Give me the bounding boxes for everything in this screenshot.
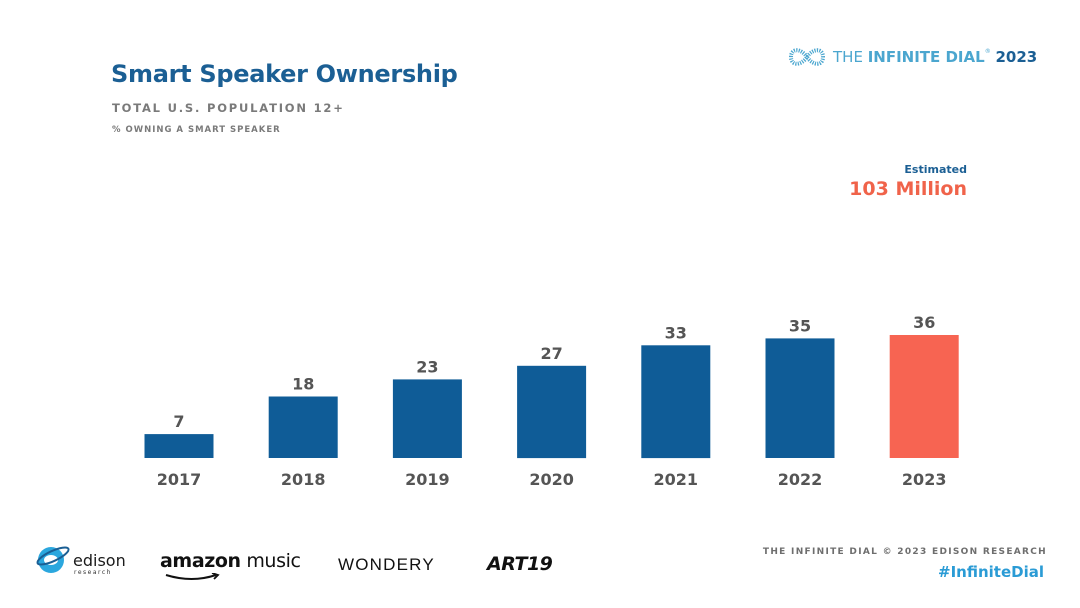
value-label-2023: 36 [913,313,935,332]
value-label-2022: 35 [789,316,811,335]
edison-research-logo: edison research [34,543,126,577]
x-tick-label-2022: 2022 [778,470,823,489]
art19-logo: ART19 [487,553,553,575]
edison-wordmark: edison [73,550,126,570]
bar-2019 [392,379,462,458]
footer-copyright: THE INFINITE DIAL © 2023 EDISON RESEARCH [762,547,1047,557]
estimate-value: 103 Million [849,178,967,200]
bar-2022 [765,338,835,458]
value-label-2017: 7 [173,412,184,431]
wondery-logo: WONDERY [338,555,435,574]
brand-text: THE INFINITE DIAL® 2023 [833,48,1038,66]
x-tick-label-2019: 2019 [405,470,450,489]
footer-hashtag: #InfiniteDial [938,563,1044,581]
value-label-2019: 23 [416,357,438,376]
value-label-2021: 33 [665,323,687,342]
x-tick-label-2023: 2023 [902,470,947,489]
bar-2021 [641,345,711,459]
infinity-logo-icon [788,48,826,66]
bar-2020 [517,365,587,459]
infinite-dial-brand: THE INFINITE DIAL® 2023 [787,45,1037,69]
bar-2023 [889,335,959,458]
estimate-label: Estimated [904,163,967,176]
amazon-music-logo: amazon music [160,550,301,580]
x-tick-label-2020: 2020 [529,470,574,489]
amazon-smile-icon [165,573,220,580]
value-label-2018: 18 [292,375,314,394]
edison-e-icon [36,546,70,573]
x-tick-label-2021: 2021 [654,470,699,489]
bar-2018 [268,396,338,458]
chart-note: % OWNING A SMART SPEAKER [112,125,281,135]
chart-subtitle: TOTAL U.S. POPULATION 12+ [112,101,345,115]
edison-subtext: research [74,569,112,576]
bar-2017 [144,434,214,458]
value-label-2020: 27 [540,344,562,363]
x-tick-label-2017: 2017 [157,470,202,489]
chart-title: Smart Speaker Ownership [111,60,458,88]
x-tick-label-2018: 2018 [281,470,326,489]
